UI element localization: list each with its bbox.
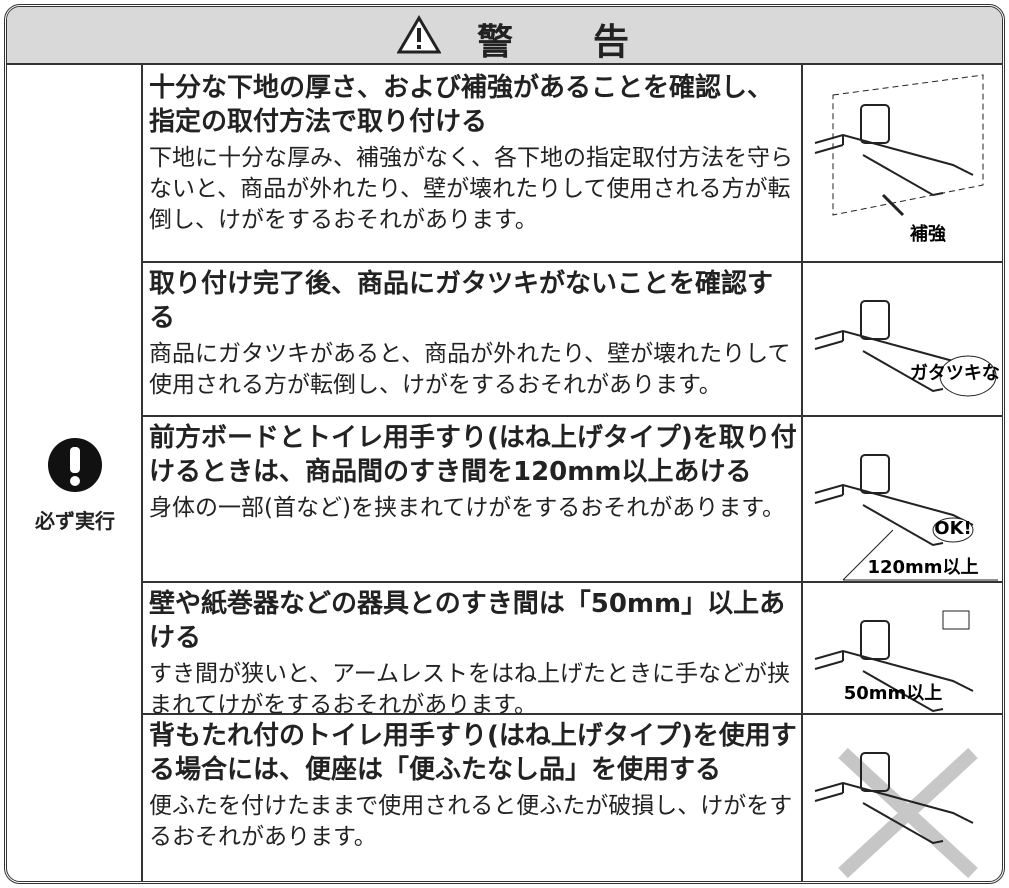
- row-text: 取り付け完了後、商品にガタツキがないことを確認する商品にガタツキがあると、商品が…: [149, 267, 797, 401]
- illustration: OK! 120mm以上: [801, 415, 1002, 581]
- illustration-label: OK!: [934, 518, 971, 539]
- row-text: 十分な下地の厚さ、および補強があることを確認し、指定の取付方法で取り付ける下地に…: [149, 71, 797, 236]
- illustration: [801, 713, 1002, 881]
- illustration-label: 50mm以上: [844, 683, 943, 704]
- warning-box: 警告 必ず実行 十分な下地の厚さ、および補強があることを確認し、指定の取付方法で…: [4, 4, 1005, 884]
- row-title: 壁や紙巻器などの器具とのすき間は「50mm」以上あける: [149, 589, 786, 653]
- row-title: 前方ボードとトイレ用手すり(はね上げタイプ)を取り付けるときは、商品間のすき間を…: [149, 423, 797, 487]
- row-text: 背もたれ付のトイレ用手すり(はね上げタイプ)を使用する場合には、便座は「便ふたな…: [149, 719, 797, 853]
- warning-row: 壁や紙巻器などの器具とのすき間は「50mm」以上あけるすき間が狭いと、アームレス…: [143, 581, 1002, 718]
- warning-row: 前方ボードとトイレ用手すり(はね上げタイプ)を取り付けるときは、商品間のすき間を…: [143, 415, 1002, 583]
- row-body: 商品にガタツキがあると、商品が外れたり、壁が壊れたりして使用される方が転倒し、け…: [149, 341, 791, 398]
- row-title: 背もたれ付のトイレ用手すり(はね上げタイプ)を使用する場合には、便座は「便ふたな…: [149, 721, 797, 785]
- illustration: 50mm以上: [801, 581, 1002, 713]
- row-body: 身体の一部(首など)を挟まれてけがをするおそれがあります。: [149, 495, 785, 521]
- illustration-drawing: OK! 120mm以上: [814, 454, 998, 581]
- illustration: 補強: [801, 65, 1002, 261]
- row-title: 取り付け完了後、商品にガタツキがないことを確認する: [149, 269, 774, 333]
- illustration-label: 補強: [909, 223, 946, 245]
- row-text: 壁や紙巻器などの器具とのすき間は「50mm」以上あけるすき間が狭いと、アームレス…: [149, 587, 797, 721]
- row-text: 前方ボードとトイレ用手すり(はね上げタイプ)を取り付けるときは、商品間のすき間を…: [149, 421, 797, 524]
- header-title: 警告: [477, 22, 710, 63]
- row-body: 下地に十分な厚み、補強がなく、各下地の指定取付方法を守らないと、商品が外れたり、…: [149, 145, 793, 233]
- warning-row: 十分な下地の厚さ、および補強があることを確認し、指定の取付方法で取り付ける下地に…: [143, 65, 1002, 263]
- header: 警告: [7, 7, 1002, 65]
- warning-icon: [397, 15, 441, 54]
- illustration-drawing: ガタツキなし!: [814, 300, 1002, 397]
- warning-row: 取り付け完了後、商品にガタツキがないことを確認する商品にガタツキがあると、商品が…: [143, 261, 1002, 417]
- side-label: 必ず実行: [35, 509, 115, 533]
- illustration-label: 120mm以上: [867, 557, 978, 578]
- row-body: 便ふたを付けたままで使用されると便ふたが破損し、けがをするおそれがあります。: [149, 793, 793, 850]
- warning-row: 背もたれ付のトイレ用手すり(はね上げタイプ)を使用する場合には、便座は「便ふたな…: [143, 713, 1002, 881]
- illustration-drawing: [814, 747, 978, 879]
- illustration-label: ガタツキなし!: [910, 363, 1002, 384]
- side-column: 必ず実行: [7, 65, 143, 881]
- row-body: すき間が狭いと、アームレストをはね上げたときに手などが挟まれてけがをするおそれが…: [149, 661, 791, 718]
- mandatory-icon: [48, 438, 102, 492]
- row-title: 十分な下地の厚さ、および補強があることを確認し、指定の取付方法で取り付ける: [149, 73, 774, 137]
- illustration-drawing: 50mm以上: [814, 610, 974, 713]
- illustration-drawing: 補強: [814, 74, 984, 245]
- illustration: ガタツキなし!: [801, 261, 1002, 415]
